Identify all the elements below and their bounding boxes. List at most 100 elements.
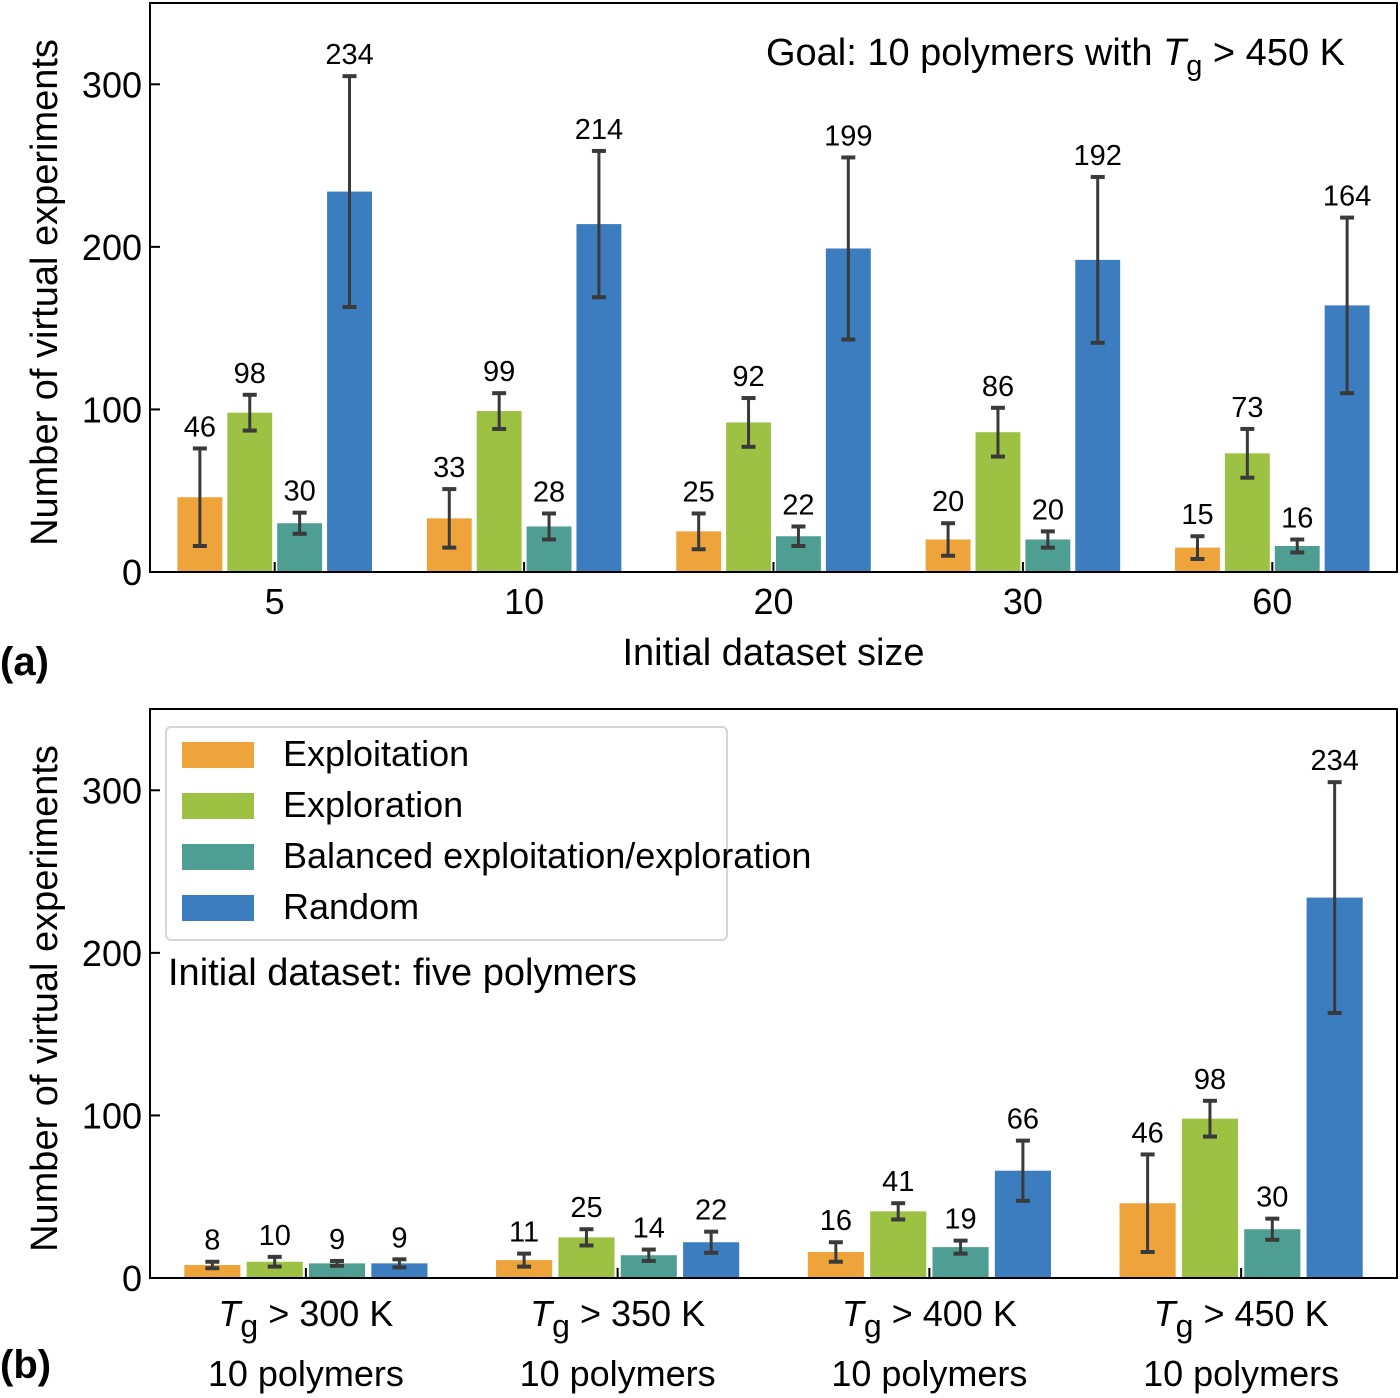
subscript-g: g (864, 1308, 882, 1344)
data-label: 66 (1007, 1104, 1039, 1136)
y-tick-label: 100 (82, 389, 142, 430)
data-label: 20 (932, 486, 964, 518)
threshold: > 350 K (570, 1293, 705, 1334)
legend-swatch (182, 742, 254, 768)
bar (308, 1263, 366, 1278)
data-label: 16 (1281, 502, 1313, 534)
data-label: 8 (204, 1225, 220, 1257)
x-tick-label-line2: 10 polymers (1143, 1353, 1339, 1394)
panel-b: 8 11 16 46 10 25 41 98 9 14 19 30 9 22 66 234 0 100 200 300… (0, 708, 1398, 1394)
goal-annotation: Goal: 10 polymers with Tg > 450 K (766, 32, 1345, 82)
plot-frame (149, 708, 1398, 1279)
y-tick-label: 300 (82, 64, 142, 105)
threshold: > 300 K (258, 1293, 393, 1334)
x-tick-label: 20 (753, 581, 793, 622)
error-bar (1290, 537, 1305, 555)
bar (371, 1263, 428, 1278)
error-bar (1240, 426, 1255, 480)
x-tick-label: Tg > 400 K (842, 1293, 1017, 1344)
error-bar (517, 1251, 532, 1269)
data-label: 164 (1323, 181, 1371, 213)
data-label: 22 (782, 489, 814, 521)
italic-T: T (1154, 1293, 1179, 1334)
legend-box (165, 726, 728, 941)
data-label: 46 (184, 411, 216, 443)
error-bar (330, 1258, 345, 1268)
y-axis-label: Number of virtual experiments (24, 39, 66, 546)
x-axis-label: Initial dataset size (622, 632, 924, 674)
bar (476, 411, 522, 572)
data-label: 20 (1032, 494, 1064, 526)
error-bar (542, 511, 557, 542)
legend-label: Exploitation (283, 733, 469, 774)
data-label: 73 (1231, 392, 1263, 424)
bar (496, 1260, 553, 1278)
error-bar (192, 446, 207, 548)
threshold: > 400 K (882, 1293, 1017, 1334)
bar (227, 412, 273, 572)
italic-T: T (530, 1293, 555, 1334)
y-tick-label: 300 (82, 770, 142, 811)
error-bar (579, 1227, 594, 1248)
panel-label: (a) (0, 640, 49, 684)
x-tick-label-line2: 10 polymers (208, 1353, 404, 1394)
panel-a: 46 33 25 20 15 98 99 92 86 73 30 28 22 20 16 234 214 199 1… (0, 2, 1398, 684)
data-label: 33 (433, 452, 465, 484)
x-tick-label: 5 (265, 581, 285, 622)
error-bar (891, 1201, 906, 1222)
data-label: 30 (284, 476, 316, 508)
error-bar (442, 487, 457, 550)
error-bar (941, 521, 956, 558)
x-tick-label: Tg > 350 K (530, 1293, 705, 1344)
data-label: 22 (695, 1195, 727, 1227)
x-tick-label-line2: 10 polymers (520, 1353, 716, 1394)
error-bar (791, 524, 806, 548)
data-label: 25 (570, 1192, 602, 1224)
data-label: 199 (824, 120, 872, 152)
legend-swatch (182, 895, 254, 921)
y-tick-label: 200 (82, 933, 142, 974)
error-bar (1090, 174, 1105, 345)
error-bar (704, 1229, 719, 1255)
error-bar (1040, 529, 1055, 550)
error-bar (1202, 1098, 1217, 1139)
legend-label: Balanced exploitation/exploration (283, 835, 811, 876)
subscript-g: g (552, 1308, 570, 1344)
data-label: 46 (1131, 1117, 1163, 1149)
error-bar (1327, 780, 1342, 1016)
dataset-annotation: Initial dataset: five polymers (168, 952, 637, 994)
bar (620, 1255, 677, 1278)
subscript-g: g (240, 1308, 258, 1344)
data-label: 9 (329, 1224, 345, 1256)
italic-T: T (842, 1293, 867, 1334)
x-tick-label: 30 (1003, 581, 1043, 622)
data-label: 15 (1181, 499, 1213, 531)
error-bar (292, 510, 307, 536)
bar (184, 1264, 241, 1278)
italic-T: T (1163, 32, 1189, 74)
error-bar (242, 392, 257, 433)
data-label: 28 (533, 476, 565, 508)
error-bar (1340, 215, 1355, 396)
legend-swatch (182, 793, 254, 819)
error-bar (1140, 1152, 1155, 1254)
italic-T: T (218, 1293, 243, 1334)
data-label: 11 (509, 1217, 539, 1249)
error-bar (641, 1247, 656, 1263)
data-label: 214 (575, 114, 623, 146)
data-label: 234 (325, 39, 373, 71)
error-bar (841, 155, 856, 342)
x-tick-label: Tg > 450 K (1154, 1293, 1329, 1344)
data-label: 86 (982, 371, 1014, 403)
error-bar (492, 391, 507, 431)
error-bar (267, 1254, 282, 1269)
error-bar (1015, 1138, 1030, 1203)
data-label: 9 (391, 1222, 407, 1254)
error-bar (392, 1257, 407, 1270)
legend-label: Exploration (283, 784, 463, 825)
threshold: > 450 K (1193, 1293, 1328, 1334)
data-label: 92 (732, 361, 764, 393)
data-label: 192 (1074, 140, 1122, 172)
x-tick-label: Tg > 300 K (218, 1293, 393, 1344)
